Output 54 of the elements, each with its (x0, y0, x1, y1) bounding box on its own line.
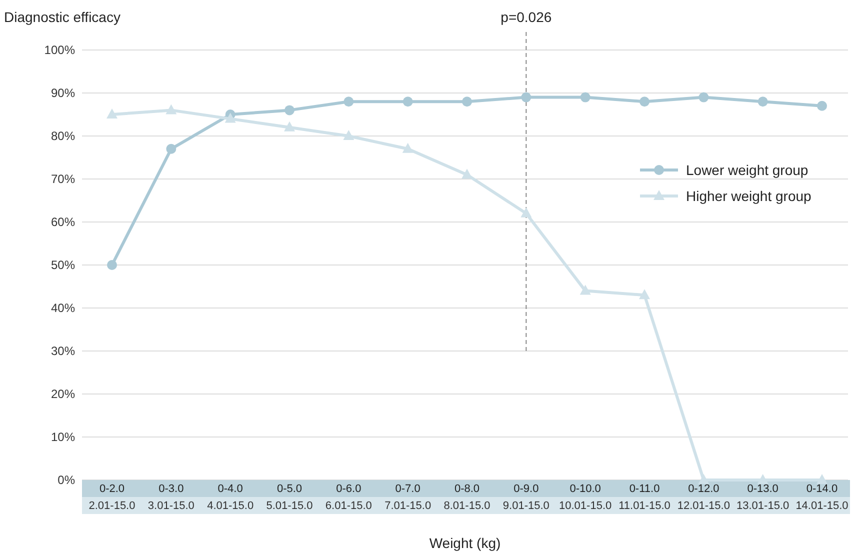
point (344, 96, 354, 107)
point (580, 92, 590, 102)
point (402, 142, 414, 153)
point (343, 130, 354, 140)
y-tick-label: 20% (50, 387, 76, 402)
x-tick-label: 0-11.0 11.01-15.0 (618, 483, 670, 512)
x-tick-label: 0-13.0 13.01-15.0 (736, 483, 790, 512)
x-tick-label: 0-10.0 10.01-15.0 (559, 483, 612, 512)
x-tick-label: 0-12.0 12.01-15.0 (677, 483, 730, 512)
point (580, 284, 591, 295)
x-tick-label: 0-3.0 3.01-15.0 (148, 483, 194, 512)
point (757, 474, 768, 484)
point (640, 96, 650, 107)
x-tick-label: 0-8.0 8.01-15.0 (444, 483, 490, 512)
y-tick-label: 50% (50, 258, 76, 272)
y-tick-label: 80% (50, 129, 76, 144)
y-tick-label: 10% (50, 430, 76, 444)
x-tick-label: 0-4.0 4.01-15.0 (207, 483, 254, 512)
y-tick-label: 0% (58, 473, 76, 488)
x-tick-label: 0-9.0 9.01-15.0 (502, 483, 550, 512)
legend-label: Lower weight group (686, 162, 808, 178)
x-tick-label: 0-2.0 2.01-15.0 (88, 483, 136, 512)
y-axis-title: Diagnostic efficacy (4, 9, 120, 25)
y-tick-label: 30% (50, 344, 76, 358)
x-axis-title: Weight (kg) (429, 535, 501, 551)
point (816, 474, 828, 484)
point (758, 96, 768, 107)
point (462, 168, 472, 179)
point (698, 92, 709, 102)
point (166, 144, 176, 154)
x-tick-label: 0-7.0 7.01-15.0 (384, 483, 432, 512)
y-tick-label: 70% (50, 172, 76, 186)
x-tick-label: 0-6.0 6.01-15.0 (325, 483, 372, 512)
ref-line-label: p=0.026 (500, 9, 552, 25)
y-tick-label: 100% (44, 43, 76, 58)
y-tick-label: 60% (50, 215, 76, 230)
point (107, 260, 117, 270)
point (521, 92, 532, 102)
point (284, 105, 294, 116)
point (698, 474, 710, 484)
point (520, 207, 532, 218)
point (106, 108, 118, 118)
legend-label: Higher weight group (686, 188, 812, 204)
point (639, 289, 650, 300)
point (166, 104, 177, 114)
point (817, 100, 827, 111)
y-tick-label: 90% (50, 86, 76, 100)
point (284, 121, 295, 132)
x-tick-label: 0-14.0 14.01-15.0 (796, 483, 848, 512)
point (224, 112, 236, 123)
y-tick-label: 40% (50, 301, 76, 316)
x-tick-label: 0-5.0 5.01-15.0 (266, 483, 313, 512)
point (462, 96, 472, 107)
point (402, 96, 413, 107)
